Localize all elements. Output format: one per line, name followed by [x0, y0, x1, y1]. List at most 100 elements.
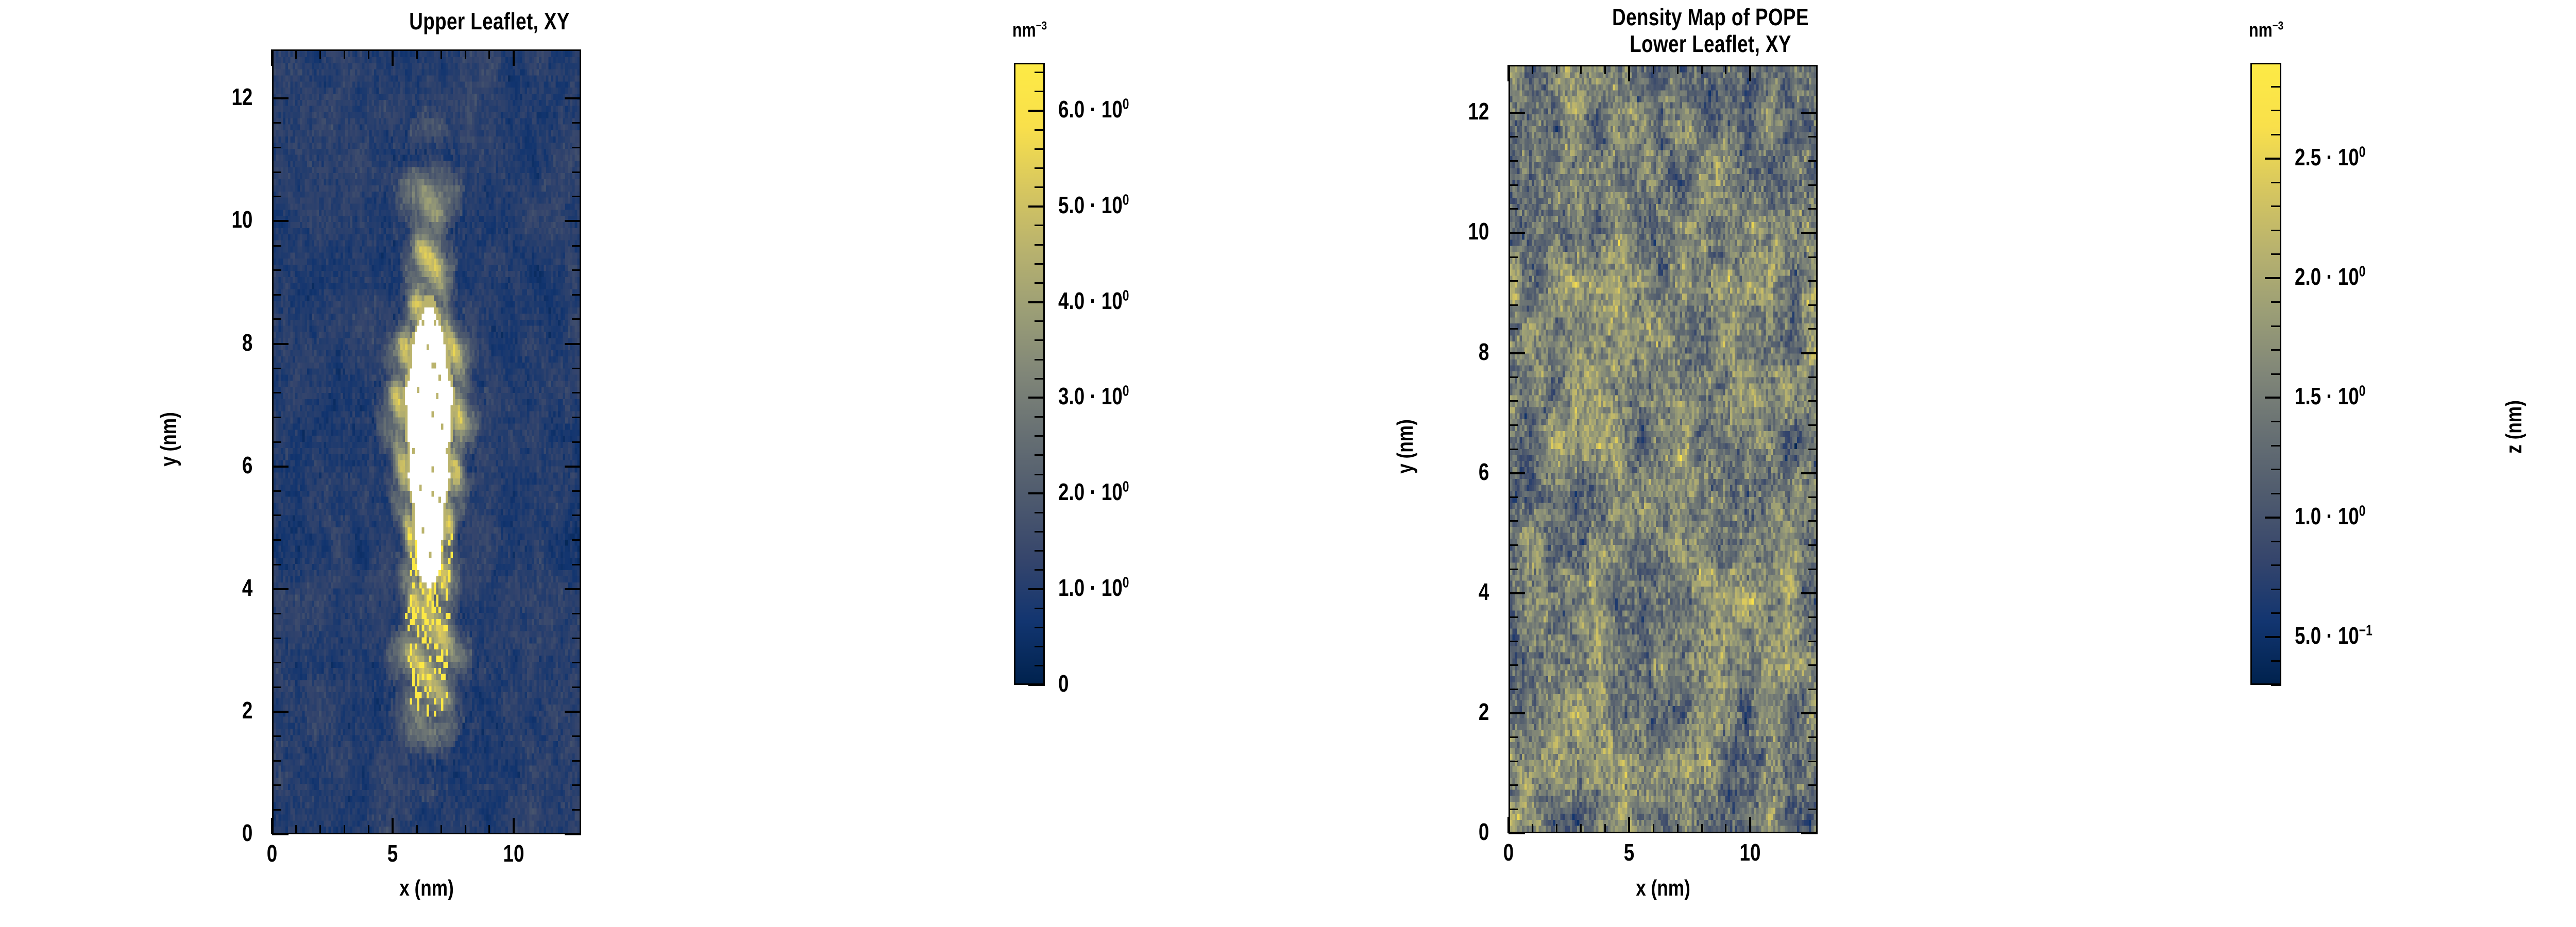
colorbar-minor-tick: [1035, 148, 1045, 150]
colorbar-minor-tick: [1035, 129, 1045, 131]
x-minor-tick: [295, 49, 297, 59]
y-major-tick: [565, 710, 581, 713]
x-minor-tick: [488, 49, 490, 59]
y-minor-tick: [572, 686, 581, 688]
colorbar-minor-tick: [1035, 531, 1045, 533]
colorbar-minor-tick: [2271, 253, 2281, 255]
x-tick-label: 5: [1624, 839, 1635, 866]
y-minor-tick: [572, 784, 581, 786]
x-minor-tick: [319, 825, 321, 834]
colorbar-major-tick: [2265, 277, 2281, 280]
x-major-tick: [271, 818, 273, 834]
x-minor-tick: [464, 49, 466, 59]
y-minor-tick: [572, 539, 581, 541]
y-minor-tick: [1509, 256, 1518, 258]
y-minor-tick: [1808, 304, 1818, 306]
colorbar-unit-upper-leaflet: nm−3: [1012, 19, 1047, 41]
x-minor-tick: [1725, 824, 1727, 833]
x-major-tick: [1749, 817, 1751, 833]
y-minor-tick: [1509, 664, 1518, 666]
y-minor-tick: [1808, 688, 1818, 690]
colorbar-minor-tick: [1035, 626, 1045, 628]
y-minor-tick: [1808, 664, 1818, 666]
y-minor-tick: [1509, 616, 1518, 618]
y-minor-tick: [1509, 280, 1518, 282]
colorbar-minor-tick: [2271, 660, 2281, 662]
x-tick-label: 5: [387, 840, 398, 867]
y-minor-tick: [1509, 328, 1518, 330]
y-major-tick: [565, 465, 581, 468]
y-minor-tick: [572, 735, 581, 737]
colorbar-tick-label: 3.0 · 100: [1058, 383, 1129, 410]
y-minor-tick: [572, 269, 581, 271]
colorbar-minor-tick: [1035, 569, 1045, 571]
colorbar-tick-label: 2.5 · 100: [2295, 143, 2366, 170]
y-minor-tick: [272, 318, 281, 320]
y-major-tick: [1801, 232, 1818, 234]
colorbar-minor-tick: [1035, 282, 1045, 284]
y-minor-tick: [572, 294, 581, 296]
colorbar-tick-label: 6.0 · 100: [1058, 95, 1129, 123]
colorbar-minor-tick: [1035, 91, 1045, 93]
colorbar-tick-label: 5.0 · 10−1: [2295, 622, 2372, 649]
y-major-tick: [1801, 712, 1818, 714]
y-major-tick: [272, 710, 289, 713]
y-minor-tick: [1509, 400, 1518, 402]
y-minor-tick: [272, 490, 281, 492]
y-minor-tick: [272, 269, 281, 271]
x-minor-tick: [344, 49, 346, 59]
y-minor-tick: [1808, 784, 1818, 786]
y-tick-label: 12: [231, 83, 253, 111]
colorbar-minor-tick: [2271, 205, 2281, 208]
y-major-tick: [1801, 112, 1818, 114]
y-minor-tick: [1509, 688, 1518, 690]
heatmap-canvas-upper-leaflet: [274, 51, 580, 833]
colorbar-tick-label: 0: [1058, 670, 1069, 697]
x-minor-tick: [488, 825, 490, 834]
colorbar-minor-tick: [1035, 320, 1045, 322]
x-axis-title-lower-leaflet: x (nm): [1636, 876, 1690, 901]
y-minor-tick: [272, 809, 281, 811]
y-minor-tick: [272, 392, 281, 394]
colorbar-minor-tick: [1035, 416, 1045, 418]
colorbar-minor-tick: [2271, 373, 2281, 375]
y-minor-tick: [1808, 400, 1818, 402]
y-major-tick: [272, 220, 289, 222]
y-major-tick: [272, 833, 289, 835]
x-minor-tick: [464, 825, 466, 834]
y-minor-tick: [272, 441, 281, 443]
x-tick-label: 10: [503, 840, 524, 867]
y-major-tick: [565, 220, 581, 222]
colorbar-minor-tick: [2271, 444, 2281, 447]
y-minor-tick: [572, 490, 581, 492]
y-minor-tick: [1509, 208, 1518, 210]
x-axis-title-upper-leaflet: x (nm): [399, 876, 454, 901]
colorbar-minor-tick: [2271, 421, 2281, 423]
colorbar-minor-tick: [2271, 85, 2281, 88]
y-minor-tick: [1509, 424, 1518, 426]
y-tick-label: 6: [242, 451, 253, 478]
colorbar-minor-tick: [1035, 665, 1045, 667]
colorbar-major-tick: [2265, 636, 2281, 639]
y-minor-tick: [272, 147, 281, 148]
colorbar-minor-tick: [1035, 339, 1045, 341]
y-minor-tick: [1808, 328, 1818, 330]
x-minor-tick: [368, 825, 369, 834]
y-minor-tick: [1808, 520, 1818, 522]
colorbar-minor-tick: [1035, 377, 1045, 380]
x-minor-tick: [1604, 65, 1606, 74]
colorbar-upper-leaflet: [1014, 63, 1045, 685]
y-minor-tick: [1808, 136, 1818, 138]
colorbar-minor-tick: [1035, 607, 1045, 609]
x-major-tick: [1507, 65, 1510, 81]
y-minor-tick: [1808, 568, 1818, 570]
y-minor-tick: [1509, 808, 1518, 810]
x-major-tick: [1507, 817, 1510, 833]
y-tick-label: −2: [2501, 578, 2576, 606]
colorbar-minor-tick: [1035, 186, 1045, 188]
y-major-tick: [1801, 472, 1818, 474]
x-minor-tick: [1652, 824, 1654, 833]
x-minor-tick: [1652, 65, 1654, 74]
x-minor-tick: [1676, 65, 1679, 74]
